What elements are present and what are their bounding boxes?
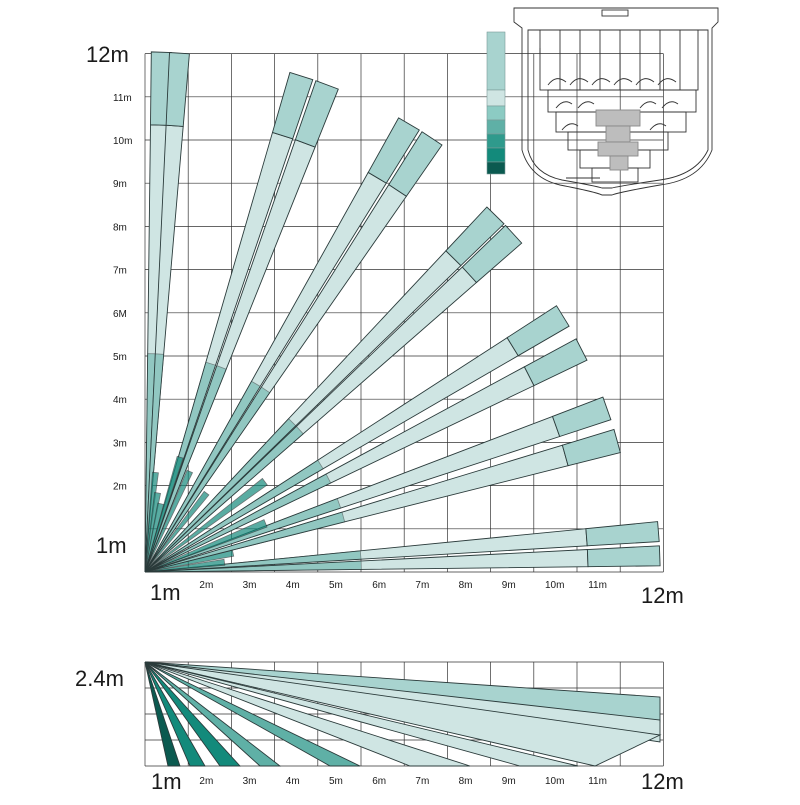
legend-swatch xyxy=(486,105,506,121)
beam-zone-near xyxy=(144,473,332,573)
beam-zone-near xyxy=(144,418,297,573)
y-tick-label: 5m xyxy=(113,352,127,363)
beam-zone-far xyxy=(551,396,612,438)
side-x-tick-label: 4m xyxy=(286,776,300,787)
beam-near-field xyxy=(144,455,184,573)
beam-zone-near xyxy=(144,425,304,573)
top-y-axis-max-label: 12m xyxy=(86,42,129,67)
side-x-tick-label: 8m xyxy=(459,776,473,787)
x-tick-label: 2m xyxy=(199,580,213,591)
beam-near-field xyxy=(144,519,268,573)
x-tick-label: 3m xyxy=(243,580,257,591)
beam-zone-far xyxy=(445,206,505,267)
y-tick-label: 10m xyxy=(113,136,132,147)
beam-zone-far xyxy=(388,131,443,197)
beam-zone-far xyxy=(523,338,588,387)
side-x-tick-label: 3m xyxy=(243,776,257,787)
y-tick-label: 2m xyxy=(113,482,127,493)
side-x-tick-label: 2m xyxy=(199,776,213,787)
side-beam xyxy=(144,661,579,767)
x-tick-label: 7m xyxy=(415,580,429,591)
beam-zone-far xyxy=(506,305,570,357)
x-tick-label: 10m xyxy=(545,580,564,591)
beam-zone-far xyxy=(165,52,190,127)
beam-zone-near xyxy=(144,380,261,573)
beam-zone-far xyxy=(367,117,420,184)
y-tick-label: 9m xyxy=(113,179,127,190)
legend-swatch xyxy=(486,147,506,163)
side-beam xyxy=(144,661,471,767)
legend-swatch xyxy=(486,89,506,107)
side-x-tick-label: 6m xyxy=(372,776,386,787)
x-tick-label: 8m xyxy=(459,580,473,591)
beam-zone-near xyxy=(144,511,346,573)
top-origin-y-label: 1m xyxy=(96,533,127,558)
beam-zone-near xyxy=(144,386,271,573)
top-x-axis-max-label: 12m xyxy=(641,583,684,608)
top-x-axis-ticks: 2m 3m 4m 5m 6m 7m 8m 9m 10m 11m xyxy=(199,580,607,591)
beam-near-field xyxy=(144,549,235,573)
beam-near-field xyxy=(144,477,268,573)
side-beam xyxy=(144,661,282,767)
x-tick-label: 4m xyxy=(286,580,300,591)
side-height-label: 2.4m xyxy=(75,666,124,691)
legend-swatch xyxy=(486,119,506,135)
legend-swatch xyxy=(486,161,506,175)
pir-sensor-lens-diagram-icon xyxy=(513,7,719,196)
side-x-tick-label: 10m xyxy=(545,776,564,787)
side-x-axis-max-label: 12m xyxy=(641,769,684,794)
y-tick-label: 6M xyxy=(113,309,127,320)
beam-zone-near xyxy=(144,560,362,573)
x-tick-label: 5m xyxy=(329,580,343,591)
side-x-tick-label: 7m xyxy=(415,776,429,787)
beam-zone-near xyxy=(144,459,324,573)
side-x-tick-label: 11m xyxy=(588,776,607,787)
beam-zone-far xyxy=(294,80,339,148)
legend-swatch xyxy=(486,31,506,91)
beam-zone-far xyxy=(586,545,661,568)
y-tick-label: 8m xyxy=(113,222,127,233)
beam-near-field xyxy=(144,490,210,573)
side-beam xyxy=(144,661,361,767)
side-beam xyxy=(144,661,242,767)
beam-zone-far xyxy=(585,521,660,547)
top-origin-x-label: 1m xyxy=(150,580,181,605)
beam-zone-near xyxy=(144,365,227,573)
side-x-tick-label: 9m xyxy=(502,776,516,787)
beam-near-field xyxy=(144,558,226,573)
y-tick-label: 3m xyxy=(113,438,127,449)
beam-zone-far xyxy=(271,71,314,140)
y-tick-label: 7m xyxy=(113,266,127,277)
beam-zone-far xyxy=(461,224,523,284)
y-tick-label: 11m xyxy=(113,93,132,104)
x-tick-label: 9m xyxy=(502,580,516,591)
x-tick-label: 11m xyxy=(588,580,607,591)
legend-swatch xyxy=(486,133,506,149)
side-x-tick-label: 5m xyxy=(329,776,343,787)
beam-near-field xyxy=(144,469,194,573)
color-scale-legend xyxy=(486,31,506,175)
side-origin-x-label: 1m xyxy=(151,769,182,794)
side-beam xyxy=(144,661,181,767)
top-view-beams xyxy=(144,51,661,573)
side-view-beams xyxy=(144,661,662,767)
side-beam xyxy=(144,661,206,767)
side-beam xyxy=(144,661,662,767)
beam-zone-far xyxy=(561,428,621,467)
y-tick-label: 4m xyxy=(113,395,127,406)
top-y-axis-ticks: 11m 10m 9m 8m 7m 6M 5m 4m 3m 2m xyxy=(113,93,132,493)
side-x-axis-ticks: 2m 3m 4m 5m 6m 7m 8m 9m 10m 11m xyxy=(199,776,607,787)
x-tick-label: 6m xyxy=(372,580,386,591)
